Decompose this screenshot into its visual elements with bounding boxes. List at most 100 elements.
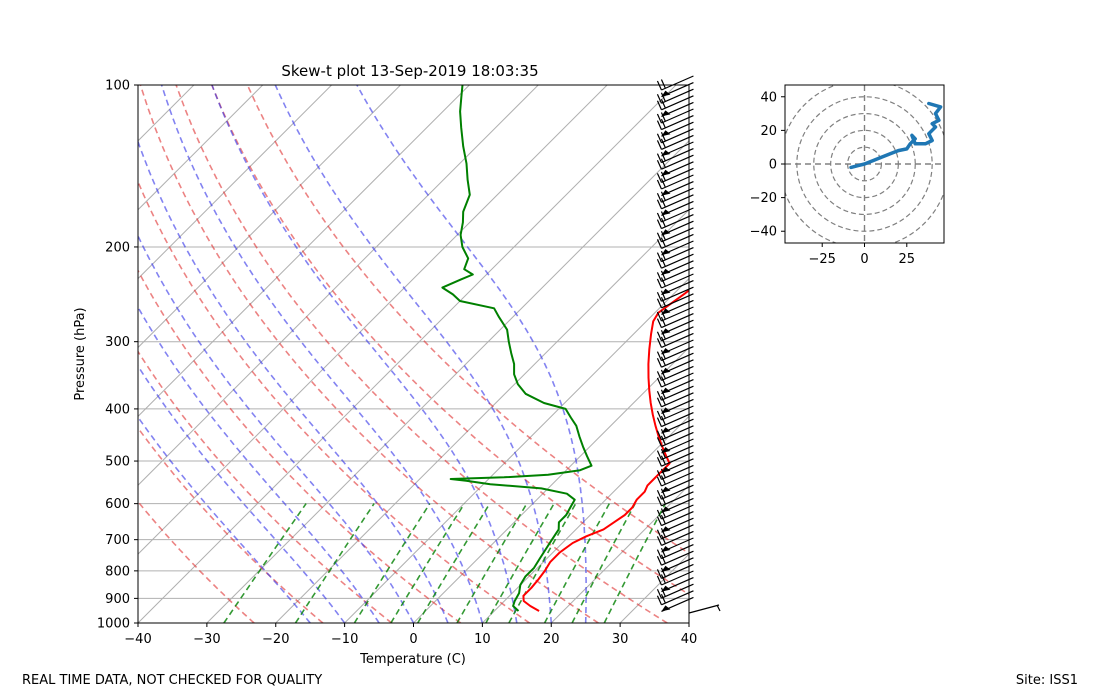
wind-barb-feather — [656, 450, 662, 460]
hodograph-y-tick-label: −40 — [750, 225, 777, 240]
wind-barb-pennant — [661, 427, 671, 434]
wind-barb-pennant — [661, 407, 671, 414]
isotherm-line — [206, 140, 689, 623]
wind-barb-feather — [656, 437, 662, 447]
moist-adiabat — [138, 234, 415, 623]
wind-barb-feather — [660, 330, 666, 340]
isotherm-line — [344, 277, 689, 623]
wind-barb-staff — [661, 365, 694, 381]
y-tick-label: 800 — [105, 564, 130, 579]
wind-barb-staff — [661, 451, 694, 467]
wind-barb-feather — [660, 396, 666, 406]
wind-barb-staff — [661, 590, 694, 606]
wind-barb-feather — [660, 508, 666, 518]
wind-barb-feather — [660, 594, 666, 604]
wind-barb-feather — [656, 140, 662, 150]
wind-barb-feather — [656, 595, 662, 606]
wind-barb-pennant — [661, 249, 671, 255]
wind-barb-feather — [656, 252, 662, 262]
wind-barb-feather — [656, 509, 662, 520]
wind-barb-feather — [656, 588, 662, 599]
x-axis-label: Temperature (C) — [359, 652, 466, 667]
wind-barb-staff — [688, 604, 720, 614]
wind-barb-feather — [660, 369, 666, 380]
wind-barb-pennant — [661, 229, 671, 236]
wind-barb-feather — [660, 310, 666, 320]
wind-barb-staff — [661, 273, 694, 289]
skewt-axes-frame — [137, 84, 690, 624]
wind-barb-feather — [656, 199, 662, 210]
y-tick-label: 300 — [105, 335, 130, 350]
wind-barb-staff — [661, 326, 694, 342]
wind-barb-feather — [660, 277, 666, 287]
wind-barb-feather — [656, 80, 662, 91]
wind-barb-pennant — [661, 150, 671, 156]
wind-barb-feather — [656, 232, 662, 243]
dry-adiabat — [138, 179, 531, 623]
wind-barb-feather — [660, 455, 666, 465]
wind-barb-feather — [660, 587, 666, 597]
wind-barb-staff — [661, 405, 694, 421]
wind-barb-staff — [661, 464, 694, 480]
hodograph-rings — [785, 85, 944, 243]
wind-barb-pennant — [661, 506, 671, 513]
wind-barb-feather — [660, 217, 666, 228]
wind-barb-staff — [661, 392, 694, 408]
moist-adiabat — [138, 415, 311, 623]
isotherm-line — [138, 85, 677, 623]
wind-barb-staff — [661, 484, 694, 500]
dry-adiabat — [139, 85, 599, 623]
mixing-ratio-line — [353, 503, 431, 623]
wind-barb-staff — [661, 167, 694, 183]
moist-adiabat — [160, 85, 484, 623]
dry-adiabat — [175, 85, 668, 623]
wind-barb-feather — [660, 118, 666, 129]
moist-adiabat — [356, 85, 587, 623]
isotherm-line — [138, 85, 332, 280]
dry-adiabat — [138, 426, 324, 623]
wind-barb-feather — [656, 377, 662, 388]
isotherm-line — [275, 209, 689, 623]
wind-barb-feather — [656, 93, 662, 104]
wind-barb-staff — [661, 431, 694, 447]
wind-barb-feather — [660, 356, 666, 366]
wind-barb-feather — [660, 112, 666, 122]
wind-barb-feather — [656, 120, 662, 130]
wind-barb-staff — [661, 293, 694, 309]
wind-barb-feather — [660, 290, 666, 300]
wind-barb-feather — [660, 138, 666, 149]
y-tick-label: 100 — [105, 79, 130, 94]
wind-barb-feather — [656, 397, 662, 408]
wind-barb-staff — [661, 524, 694, 540]
wind-barb-feather — [660, 198, 666, 208]
x-tick-label: 0 — [409, 632, 417, 647]
y-tick-label: 1000 — [97, 617, 130, 632]
wind-barb-feather — [656, 529, 662, 540]
mixing-ratio-line — [485, 503, 555, 623]
wind-barb-feather — [656, 489, 662, 500]
y-tick-label: 700 — [105, 533, 130, 548]
moist-adiabat — [138, 139, 449, 623]
dewpoint-profile — [441, 85, 593, 612]
y-tick-label: 900 — [105, 592, 130, 607]
wind-barb-feather — [660, 567, 666, 578]
skewt-title: Skew-t plot 13-Sep-2019 18:03:35 — [281, 62, 538, 80]
wind-barb-feather — [660, 349, 666, 360]
wind-barb-pennant — [661, 328, 671, 335]
hodograph-x-tick-label: 0 — [860, 252, 868, 267]
wind-barb-pennant — [661, 110, 671, 117]
wind-barb-feather — [660, 435, 666, 446]
wind-barb-feather — [656, 212, 662, 223]
wind-barb-staff — [661, 530, 694, 546]
wind-barb-feather — [656, 410, 662, 421]
wind-barb-staff — [661, 570, 694, 586]
wind-barb-feather — [656, 536, 662, 546]
wind-barb-feather — [660, 231, 666, 241]
hodograph-y-tick-label: 40 — [760, 90, 777, 105]
wind-barb-staff — [661, 148, 694, 164]
wind-barb-feather — [660, 316, 666, 327]
moist-adiabat — [138, 364, 346, 623]
moist-adiabat — [211, 85, 518, 623]
isotherm-line — [550, 484, 689, 623]
y-tick-label: 400 — [105, 402, 130, 417]
